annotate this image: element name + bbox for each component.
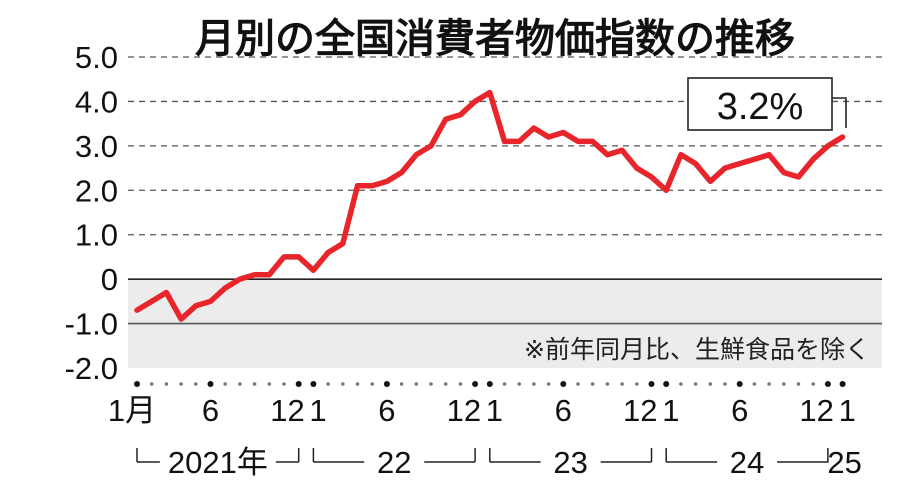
y-tick-label: 1.0 [75, 218, 118, 253]
month-marker [708, 382, 713, 386]
callout-value: 3.2% [717, 86, 804, 128]
month-marker [679, 382, 683, 386]
year-brackets: 2021年 22 23 24 25 [136, 445, 862, 480]
year-label: 22 [377, 445, 411, 480]
month-marker [620, 382, 624, 386]
month-marker [458, 382, 463, 386]
month-marker [576, 382, 580, 386]
month-marker [736, 381, 743, 387]
month-marker [767, 382, 771, 386]
month-marker [370, 382, 375, 386]
y-axis-ticks: 5.0 4.0 3.0 2.0 1.0 0 -1.0 -2.0 [65, 40, 118, 386]
gridlines [128, 56, 882, 325]
month-marker [149, 382, 154, 386]
month-marker [295, 381, 302, 387]
series-line [134, 89, 846, 322]
month-marker [824, 381, 831, 387]
x-tick-label: 12 [623, 393, 657, 428]
month-marker [194, 382, 198, 386]
month-marker [282, 382, 286, 386]
month-marker [782, 382, 786, 386]
month-marker [590, 382, 595, 386]
x-tick-label: 12 [270, 393, 304, 428]
month-marker [238, 382, 242, 386]
month-marker [414, 382, 419, 386]
month-marker [693, 382, 698, 386]
month-marker [472, 381, 479, 387]
chart-title: 月別の全国消費者物価指数の推移 [195, 16, 795, 62]
month-marker [399, 382, 404, 386]
month-marker [648, 381, 655, 387]
month-marker [811, 382, 815, 386]
month-marker [267, 382, 272, 386]
month-marker [252, 382, 257, 386]
x-tick-label: 1 [662, 393, 679, 428]
x-tick-label: 12 [447, 393, 481, 428]
y-tick-label: 3.0 [75, 129, 118, 164]
month-marker [502, 382, 507, 386]
month-marker [223, 382, 227, 386]
x-tick-label: 6 [378, 393, 395, 428]
month-marker [605, 382, 610, 386]
y-tick-label: 0 [101, 262, 118, 297]
month-marker [723, 382, 727, 386]
y-tick-label: 2.0 [75, 173, 118, 208]
month-marker [635, 382, 639, 386]
month-marker [134, 381, 140, 387]
x-axis-ticks: 1月 6 12 1 6 12 1 6 12 1 6 12 1 [108, 381, 856, 428]
x-tick-label: 1 [309, 393, 326, 428]
month-marker [341, 382, 345, 386]
callout-leader [832, 97, 847, 128]
month-marker [383, 381, 390, 387]
month-marker [796, 382, 801, 386]
x-tick-label: 1月 [108, 393, 156, 428]
chart-note: ※前年同月比、生鮮食品を除く [524, 335, 870, 364]
month-marker [752, 382, 757, 386]
month-marker [443, 382, 448, 386]
month-marker [326, 382, 330, 386]
month-marker [179, 382, 183, 386]
year-label: 25 [827, 445, 861, 480]
x-tick-label: 1 [486, 393, 503, 428]
month-marker [546, 382, 551, 386]
x-tick-label: 12 [799, 393, 833, 428]
month-marker [355, 382, 360, 386]
year-label: 2021年 [168, 445, 268, 480]
month-marker [560, 381, 567, 387]
x-tick-label: 6 [555, 393, 572, 428]
y-tick-label: 5.0 [75, 40, 118, 75]
month-marker [663, 381, 670, 387]
y-tick-label: -1.0 [65, 307, 118, 342]
data-series [134, 89, 846, 322]
year-label: 24 [730, 445, 764, 480]
month-marker [207, 381, 214, 387]
x-tick-label: 6 [202, 393, 219, 428]
month-marker [310, 381, 317, 387]
x-tick-label: 1 [839, 393, 856, 428]
month-marker [486, 381, 493, 387]
month-marker [532, 382, 536, 386]
month-marker [429, 382, 433, 386]
month-marker [164, 382, 169, 386]
y-tick-label: -2.0 [65, 351, 118, 386]
month-marker [839, 381, 846, 387]
month-marker [517, 382, 521, 386]
x-tick-label: 6 [731, 393, 748, 428]
callout-box: 3.2% [687, 77, 833, 131]
y-tick-label: 4.0 [75, 84, 118, 119]
year-label: 23 [553, 445, 587, 480]
